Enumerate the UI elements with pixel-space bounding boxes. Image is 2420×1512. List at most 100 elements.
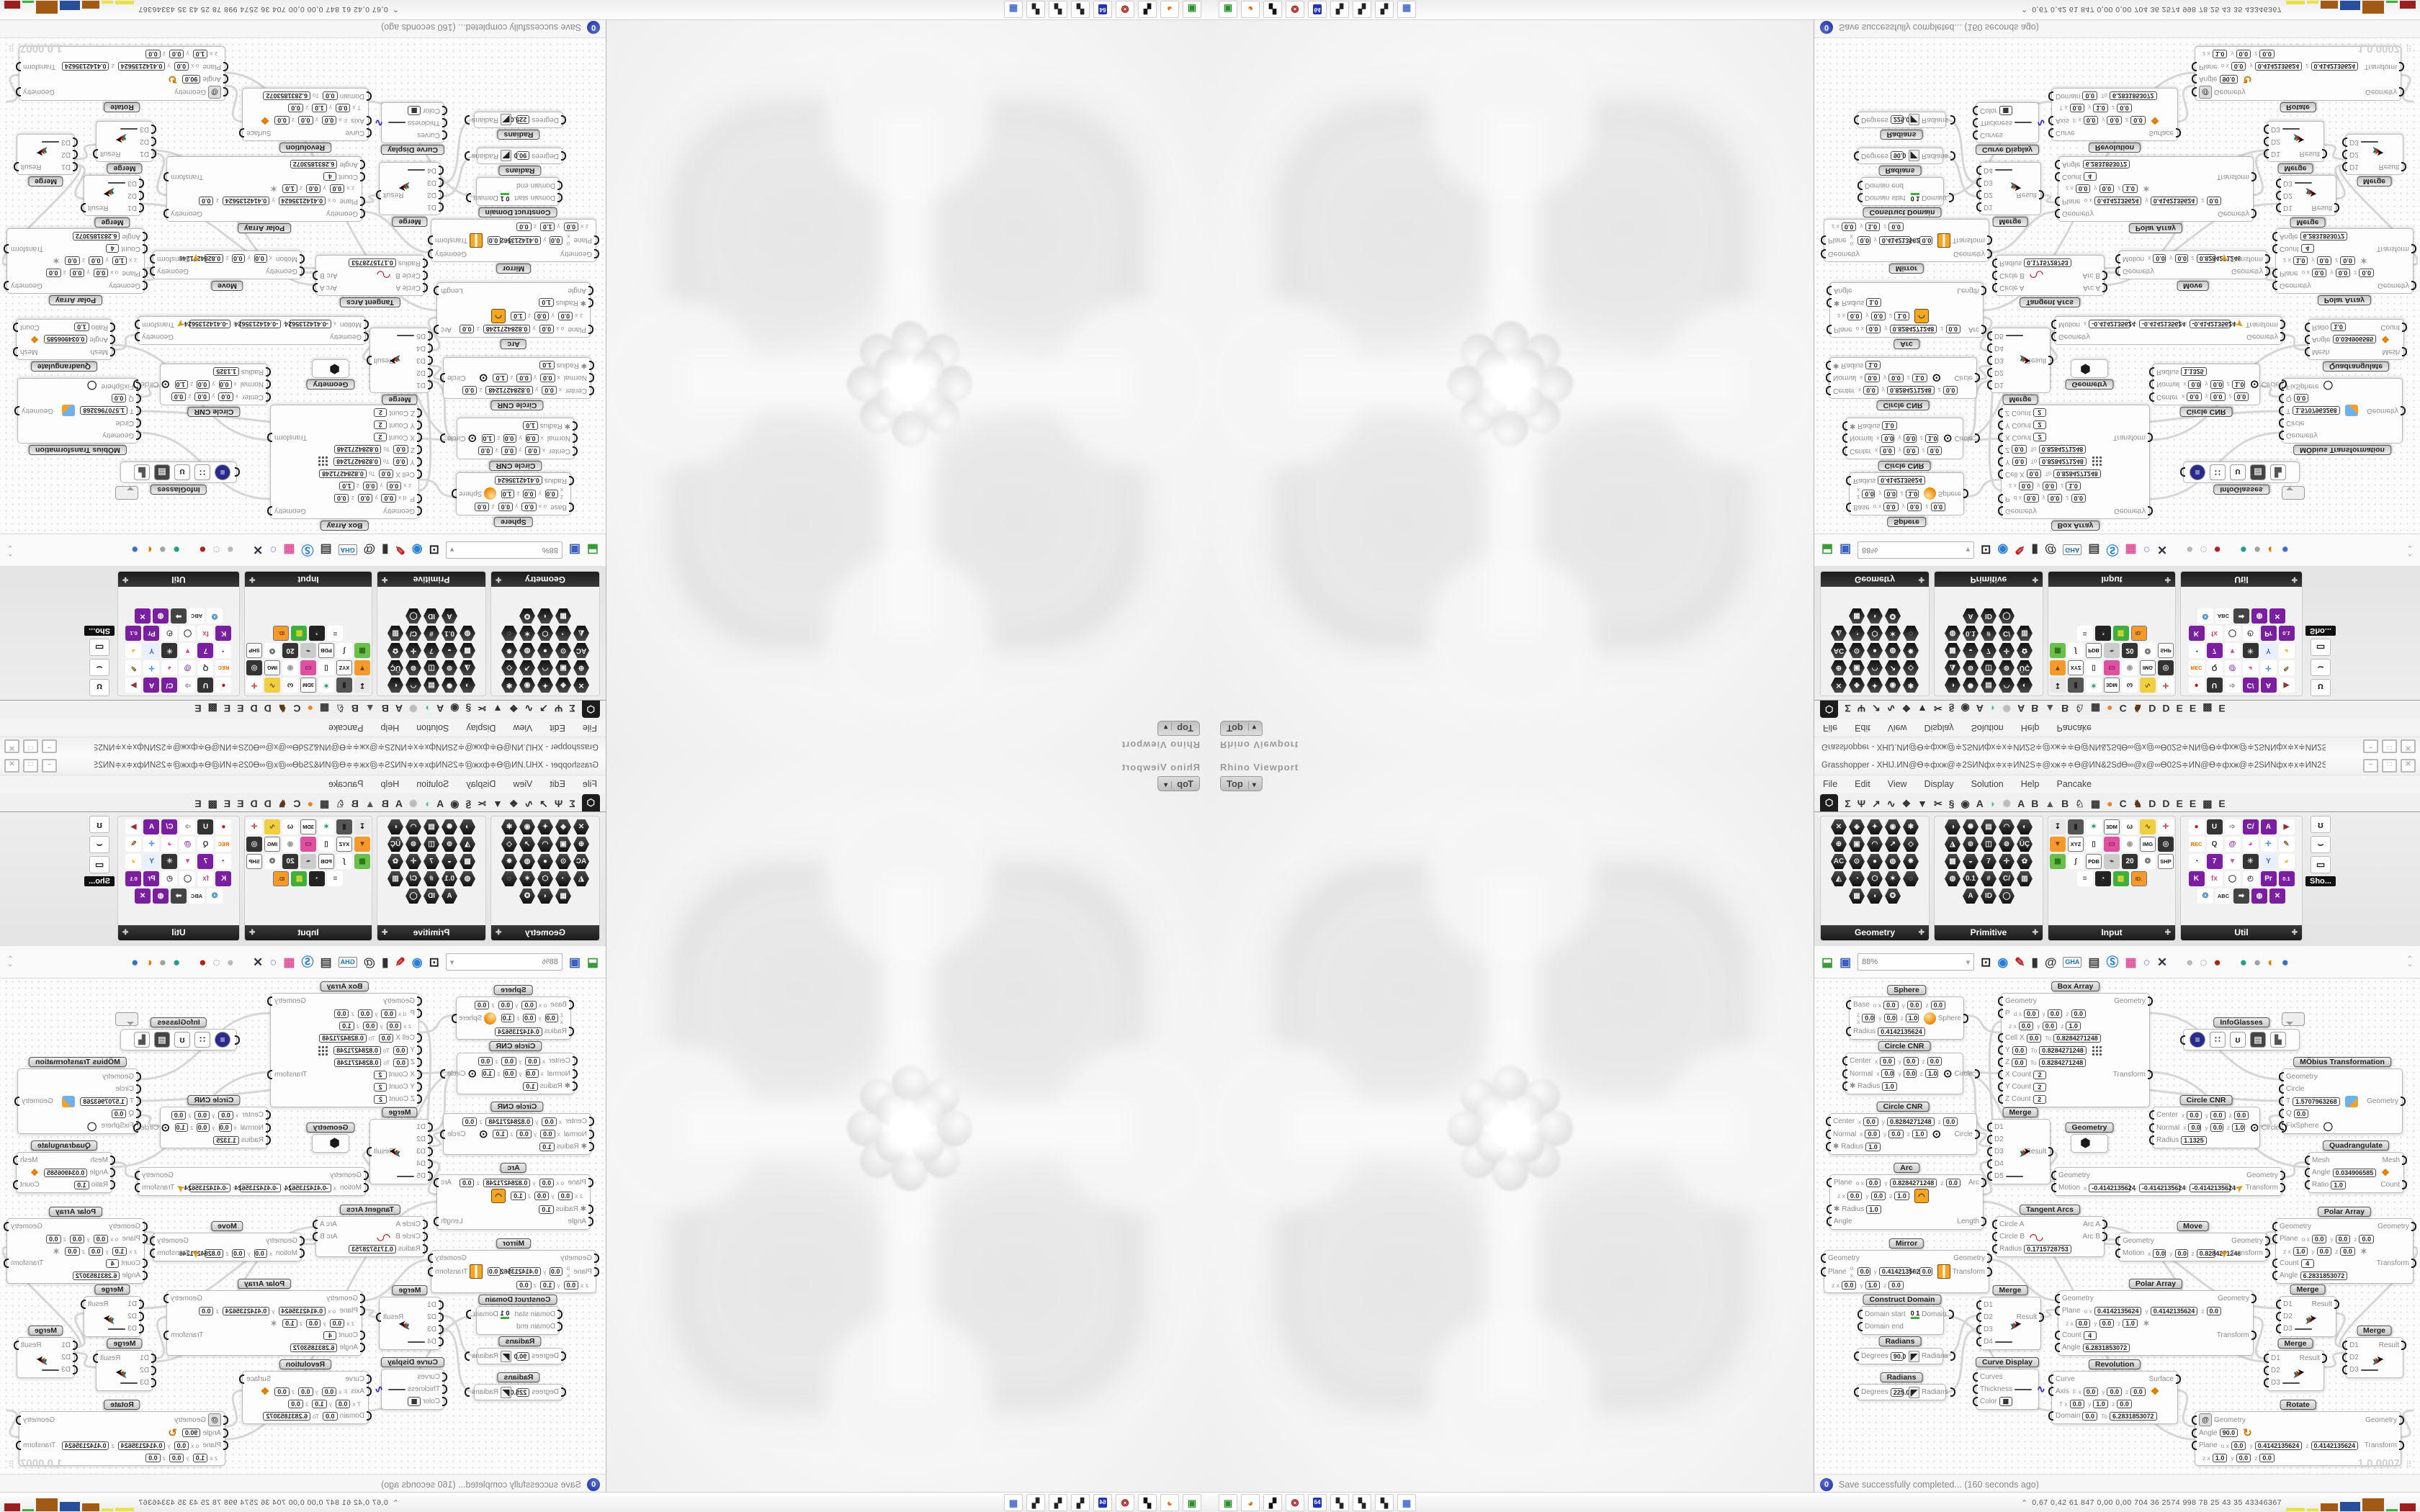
value-chip[interactable]: 0.0 <box>1847 1192 1863 1200</box>
component-icon[interactable]: AC <box>1831 854 1847 869</box>
component-tab[interactable]: ⬡ <box>1820 794 1839 811</box>
node-label[interactable]: Radians <box>497 1372 540 1382</box>
component-tab[interactable]: ✺ <box>2002 798 2012 809</box>
component-icon[interactable]: XYZ <box>336 660 352 675</box>
menu-file[interactable]: File <box>1823 779 1838 789</box>
value-chip[interactable]: 4 <box>323 172 337 181</box>
component-icon[interactable]: ✶ <box>519 626 535 641</box>
value-chip[interactable]: 0.0 <box>298 1387 313 1396</box>
value-chip[interactable]: 0.0 <box>2188 380 2202 389</box>
component-icon[interactable]: ≡ <box>2076 626 2093 641</box>
component-tab[interactable]: ● <box>307 798 313 809</box>
node-label[interactable]: Quadrangulate <box>30 1140 98 1151</box>
component-tab[interactable]: ∿ <box>524 798 534 809</box>
value-chip[interactable]: 0.034906585 <box>2332 335 2377 344</box>
menu-pancake[interactable]: Pancake <box>2056 779 2092 789</box>
value-chip[interactable]: 0.0 <box>194 392 210 402</box>
component-icon[interactable]: SHP <box>2158 854 2174 869</box>
value-chip[interactable] <box>2294 1328 2312 1330</box>
value-chip[interactable] <box>2005 1175 2023 1177</box>
value-chip[interactable]: 0.4142135624 <box>497 1267 542 1276</box>
component-icon[interactable]: ◫ <box>424 660 439 675</box>
menu-solution[interactable]: Solution <box>1971 779 2004 789</box>
value-chip[interactable]: 0.0 <box>1945 325 1961 334</box>
value-chip[interactable]: 0.8284271248 <box>2039 1045 2087 1055</box>
component-tab[interactable]: ♞ <box>277 703 287 714</box>
node-label[interactable]: Curve Display <box>1975 145 2040 155</box>
component-icon[interactable]: ✶ <box>1885 626 1901 641</box>
open-file-icon[interactable]: ⬓ <box>586 955 599 969</box>
value-chip[interactable]: 0.0 <box>462 386 478 395</box>
component-icon[interactable]: 7 <box>424 643 439 658</box>
component-icon[interactable]: ▤ <box>424 678 439 693</box>
component-icon[interactable]: ▼ <box>179 643 196 658</box>
component-tab[interactable]: ▼ <box>1917 798 1927 809</box>
value-chip[interactable]: 0.0 <box>2069 104 2085 113</box>
quality-full-icon[interactable]: ● <box>2281 955 2289 969</box>
component-icon[interactable]: ◇ <box>501 837 517 852</box>
component-icon[interactable]: ◐ <box>2017 678 2033 693</box>
value-chip[interactable]: 0.0 <box>501 446 516 456</box>
component-icon[interactable]: Y <box>2260 643 2277 658</box>
node-canvas[interactable]: Sphere Base o x 0.0 y 0.0 z 0.0 z x 0.0 y 0.0 z 1.0 Sp… <box>0 978 606 1474</box>
value-chip[interactable]: 0.0 <box>218 1110 233 1120</box>
value-chip[interactable]: 0.0 <box>198 1306 214 1315</box>
gh-node-construct-domain[interactable]: Construct Domain Domain start 0 1 Domain Dom… <box>466 1295 563 1335</box>
value-chip[interactable]: 0.4142135624 <box>495 476 542 485</box>
node-label[interactable]: InfoGlasses <box>151 1017 207 1027</box>
component-tab[interactable]: ∿ <box>1886 703 1896 714</box>
component-tab[interactable]: E <box>2218 798 2226 809</box>
component-tab[interactable]: E <box>237 703 244 714</box>
value-chip[interactable]: 1.0 <box>2093 104 2108 113</box>
value-chip[interactable]: 0.0 <box>323 91 338 101</box>
named-view-icon[interactable]: ▮ <box>382 543 389 557</box>
component-icon[interactable]: ✿ <box>2017 854 2033 869</box>
value-chip[interactable] <box>2360 141 2378 143</box>
value-chip[interactable]: 90.0 <box>1890 1351 1906 1361</box>
node-label[interactable]: Polar Array <box>2317 1207 2372 1217</box>
value-chip[interactable]: 0.0 <box>1942 1117 1958 1126</box>
value-chip[interactable]: 0.0 <box>516 222 532 232</box>
node-canvas[interactable]: Sphere Base o x 0.0 y 0.0 z 0.0 z x 0.0 y 0.0 z 1.0 Sp… <box>1814 978 2420 1474</box>
value-chip[interactable]: 1.0 <box>539 1205 554 1214</box>
search-icon[interactable]: Ⓢ <box>2106 955 2119 969</box>
value-chip[interactable]: 0.4142135624 <box>222 1306 270 1315</box>
value-chip[interactable]: 0.0 <box>2340 256 2355 266</box>
component-icon[interactable]: ◯ <box>405 608 421 624</box>
component-icon[interactable]: ABC <box>189 888 205 904</box>
component-icon[interactable]: fx <box>2206 626 2223 641</box>
component-icon[interactable]: A <box>1963 888 1978 904</box>
title-bar[interactable]: Grasshopper - XHĲ.ИN@Ө≑фхж@≑2SИNфх≑х≑ИN2… <box>0 737 606 756</box>
value-chip[interactable]: 0.0 <box>2047 494 2063 503</box>
maze-app-icon[interactable]: ▚ <box>1330 1 1349 18</box>
component-icon[interactable]: ▭ <box>300 660 316 675</box>
component-icon[interactable]: ✪ <box>519 888 535 904</box>
value-chip[interactable]: 1.0 <box>1924 434 1938 443</box>
component-icon[interactable]: ω <box>282 819 298 834</box>
value-chip[interactable]: 0.0 <box>498 1000 514 1009</box>
component-tab[interactable]: ∿ <box>1886 798 1896 809</box>
node-label[interactable]: Curve Display <box>1975 1357 2040 1367</box>
node-label[interactable]: Radians <box>497 130 540 140</box>
gh-node-radians[interactable]: Radians Degrees 225.0 ◤ Radians <box>465 112 566 140</box>
component-icon[interactable]: K <box>215 871 232 886</box>
value-chip[interactable]: 0.0 <box>525 1056 540 1066</box>
component-icon[interactable]: ◴ <box>2242 626 2259 641</box>
floppy-64-icon[interactable]: 64 <box>1308 1494 1327 1511</box>
component-tab[interactable]: ▩ <box>207 703 218 714</box>
value-chip[interactable]: 6.2831853072 <box>290 160 338 169</box>
value-chip[interactable]: 0.0 <box>2259 50 2275 59</box>
component-icon[interactable]: ◔ <box>309 871 326 886</box>
component-tab[interactable]: ◗ <box>1989 703 1996 714</box>
gh-node-construct-domain[interactable]: Construct Domain Domain start 0 1 Domain Dom… <box>1857 177 1954 217</box>
component-icon[interactable]: ◠ <box>405 819 421 834</box>
value-chip[interactable]: 0.4142135624 <box>495 1027 542 1036</box>
value-chip[interactable]: 0.0 <box>288 1399 303 1408</box>
node-label[interactable]: Merge <box>382 1107 418 1117</box>
value-chip[interactable]: 0.4142135624 <box>278 197 326 206</box>
gh-node-curve-display[interactable]: Curve Display Curves Thickness ∿ Color ▩ <box>375 1357 447 1410</box>
component-icon[interactable]: 3DM <box>300 819 316 834</box>
component-icon[interactable]: ✺ <box>442 819 457 834</box>
value-chip[interactable]: 0.0 <box>2024 1009 2039 1018</box>
component-icon[interactable]: ⊙ <box>1849 643 1865 658</box>
